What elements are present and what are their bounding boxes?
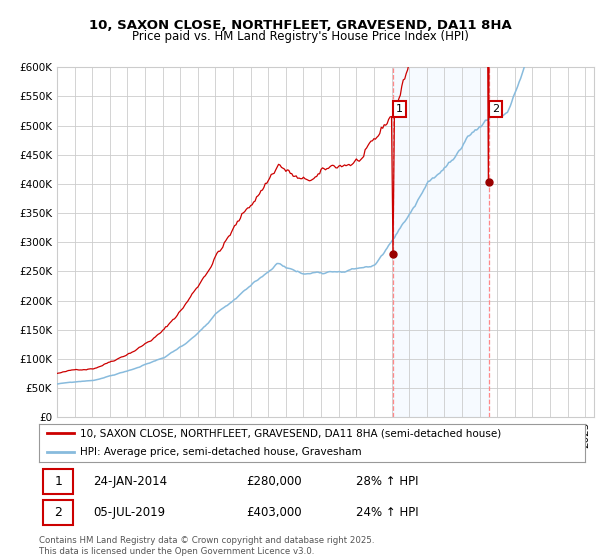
Text: 1: 1: [396, 104, 403, 114]
Text: 2: 2: [492, 104, 499, 114]
Text: 05-JUL-2019: 05-JUL-2019: [94, 506, 166, 519]
FancyBboxPatch shape: [43, 469, 73, 494]
Text: 2: 2: [54, 506, 62, 519]
Bar: [392, 67, 488, 417]
Text: 10, SAXON CLOSE, NORTHFLEET, GRAVESEND, DA11 8HA: 10, SAXON CLOSE, NORTHFLEET, GRAVESEND, …: [89, 18, 511, 32]
Text: Contains HM Land Registry data © Crown copyright and database right 2025.
This d: Contains HM Land Registry data © Crown c…: [39, 536, 374, 556]
Text: 10, SAXON CLOSE, NORTHFLEET, GRAVESEND, DA11 8HA (semi-detached house): 10, SAXON CLOSE, NORTHFLEET, GRAVESEND, …: [80, 428, 501, 438]
Text: Price paid vs. HM Land Registry's House Price Index (HPI): Price paid vs. HM Land Registry's House …: [131, 30, 469, 43]
Text: £280,000: £280,000: [247, 475, 302, 488]
FancyBboxPatch shape: [43, 500, 73, 525]
Text: 1: 1: [54, 475, 62, 488]
Text: 24-JAN-2014: 24-JAN-2014: [94, 475, 168, 488]
Text: 24% ↑ HPI: 24% ↑ HPI: [356, 506, 418, 519]
Text: £403,000: £403,000: [247, 506, 302, 519]
Text: 28% ↑ HPI: 28% ↑ HPI: [356, 475, 418, 488]
Text: HPI: Average price, semi-detached house, Gravesham: HPI: Average price, semi-detached house,…: [80, 447, 362, 458]
